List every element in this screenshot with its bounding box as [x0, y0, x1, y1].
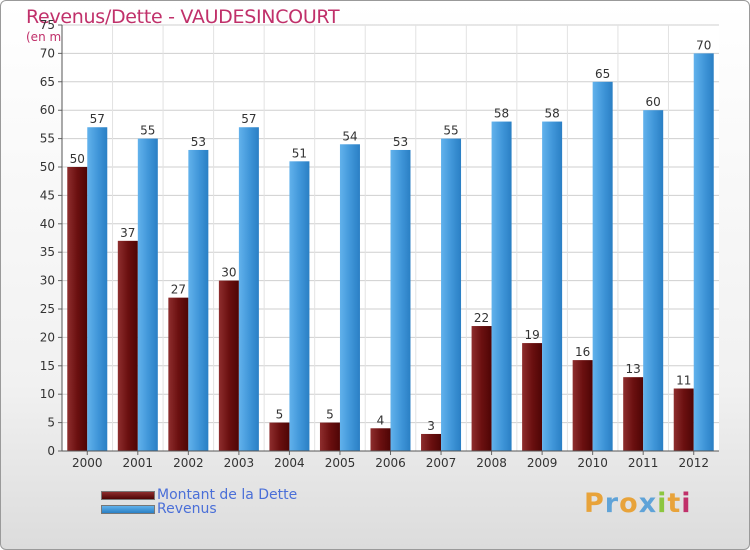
data-label: 57	[241, 112, 256, 126]
logo-letter: r	[604, 488, 620, 519]
logo-letter: i	[657, 488, 668, 519]
data-label: 54	[342, 129, 357, 143]
y-tick-label: 35	[40, 245, 55, 259]
data-label: 58	[544, 107, 559, 121]
bar-dette	[623, 377, 644, 451]
data-label: 22	[474, 311, 489, 325]
data-label: 4	[377, 413, 385, 427]
y-tick-label: 60	[40, 103, 55, 117]
legend-label-dette: Montant de la Dette	[157, 487, 298, 503]
legend-swatch-revenus	[101, 504, 155, 514]
bar-revenus	[289, 161, 310, 451]
logo-letter: t	[667, 488, 682, 519]
bar-revenus	[693, 53, 714, 452]
data-label: 70	[696, 38, 711, 52]
legend-item-revenus: Revenus	[101, 501, 217, 517]
y-tick-label: 10	[40, 387, 55, 401]
y-tick-label: 40	[40, 217, 55, 231]
data-label: 37	[120, 226, 135, 240]
x-tick-label: 2006	[375, 456, 406, 470]
data-label: 13	[626, 362, 641, 376]
bar-dette	[370, 428, 391, 451]
y-tick-label: 55	[40, 132, 55, 146]
bar-dette	[471, 326, 492, 451]
bar-dette	[421, 433, 442, 451]
bar-dette	[269, 422, 290, 451]
data-label: 55	[443, 124, 458, 138]
bar-dette	[572, 360, 593, 451]
data-label: 3	[427, 419, 435, 433]
logo-letter: x	[638, 488, 658, 519]
bar-dette	[117, 240, 138, 451]
bar-dette	[67, 167, 88, 451]
data-label: 11	[676, 374, 691, 388]
data-label: 57	[90, 112, 105, 126]
bar-revenus	[592, 81, 613, 452]
data-label: 58	[494, 107, 509, 121]
y-tick-label: 45	[40, 188, 55, 202]
legend-item-dette: Montant de la Dette	[101, 487, 297, 503]
logo-letter: i	[681, 488, 692, 519]
x-tick-label: 2011	[628, 456, 659, 470]
x-tick-label: 2002	[173, 456, 204, 470]
data-label: 60	[646, 95, 661, 109]
legend-swatch-dette	[101, 490, 155, 500]
bar-revenus	[339, 144, 360, 451]
x-tick-label: 2009	[527, 456, 558, 470]
y-tick-label: 50	[40, 160, 55, 174]
data-label: 19	[524, 328, 539, 342]
bar-revenus	[441, 138, 462, 451]
bar-dette	[218, 280, 239, 451]
bar-revenus	[87, 127, 108, 452]
x-tick-label: 2000	[72, 456, 103, 470]
x-tick-label: 2005	[325, 456, 356, 470]
data-label: 51	[292, 146, 307, 160]
bar-revenus	[390, 149, 411, 451]
y-tick-label: 70	[40, 46, 55, 60]
data-label: 53	[393, 135, 408, 149]
x-tick-label: 2010	[577, 456, 608, 470]
bar-revenus	[643, 110, 664, 451]
y-tick-label: 15	[40, 359, 55, 373]
data-label: 50	[70, 152, 85, 166]
y-tick-label: 0	[47, 444, 55, 458]
proxiti-logo: Proxiti	[584, 488, 692, 519]
y-tick-label: 75	[40, 18, 55, 32]
x-tick-label: 2008	[476, 456, 507, 470]
y-tick-label: 30	[40, 274, 55, 288]
bar-revenus	[238, 127, 259, 452]
x-tick-label: 2007	[426, 456, 457, 470]
data-label: 16	[575, 345, 590, 359]
data-label: 30	[221, 266, 236, 280]
bar-dette	[522, 343, 543, 451]
data-label: 27	[171, 283, 186, 297]
y-tick-label: 65	[40, 75, 55, 89]
bar-dette	[673, 388, 694, 451]
data-label: 5	[276, 408, 284, 422]
legend-label-revenus: Revenus	[157, 501, 217, 517]
y-tick-label: 20	[40, 330, 55, 344]
y-tick-label: 5	[47, 416, 55, 430]
x-tick-label: 2004	[274, 456, 305, 470]
chart-title: Revenus/Dette - VAUDESINCOURT	[26, 6, 340, 28]
bar-revenus	[491, 121, 512, 451]
data-label: 65	[595, 67, 610, 81]
logo-letter: o	[619, 488, 639, 519]
bar-revenus	[542, 121, 563, 451]
x-tick-label: 2001	[123, 456, 154, 470]
x-tick-label: 2003	[224, 456, 255, 470]
bar-revenus	[188, 149, 209, 451]
y-tick-label: 25	[40, 302, 55, 316]
bar-dette	[168, 297, 189, 451]
x-tick-label: 2012	[678, 456, 709, 470]
logo-letter: P	[584, 488, 605, 519]
data-label: 55	[140, 124, 155, 138]
data-label: 53	[191, 135, 206, 149]
bar-revenus	[137, 138, 158, 451]
bar-dette	[319, 422, 340, 451]
data-label: 5	[326, 408, 334, 422]
